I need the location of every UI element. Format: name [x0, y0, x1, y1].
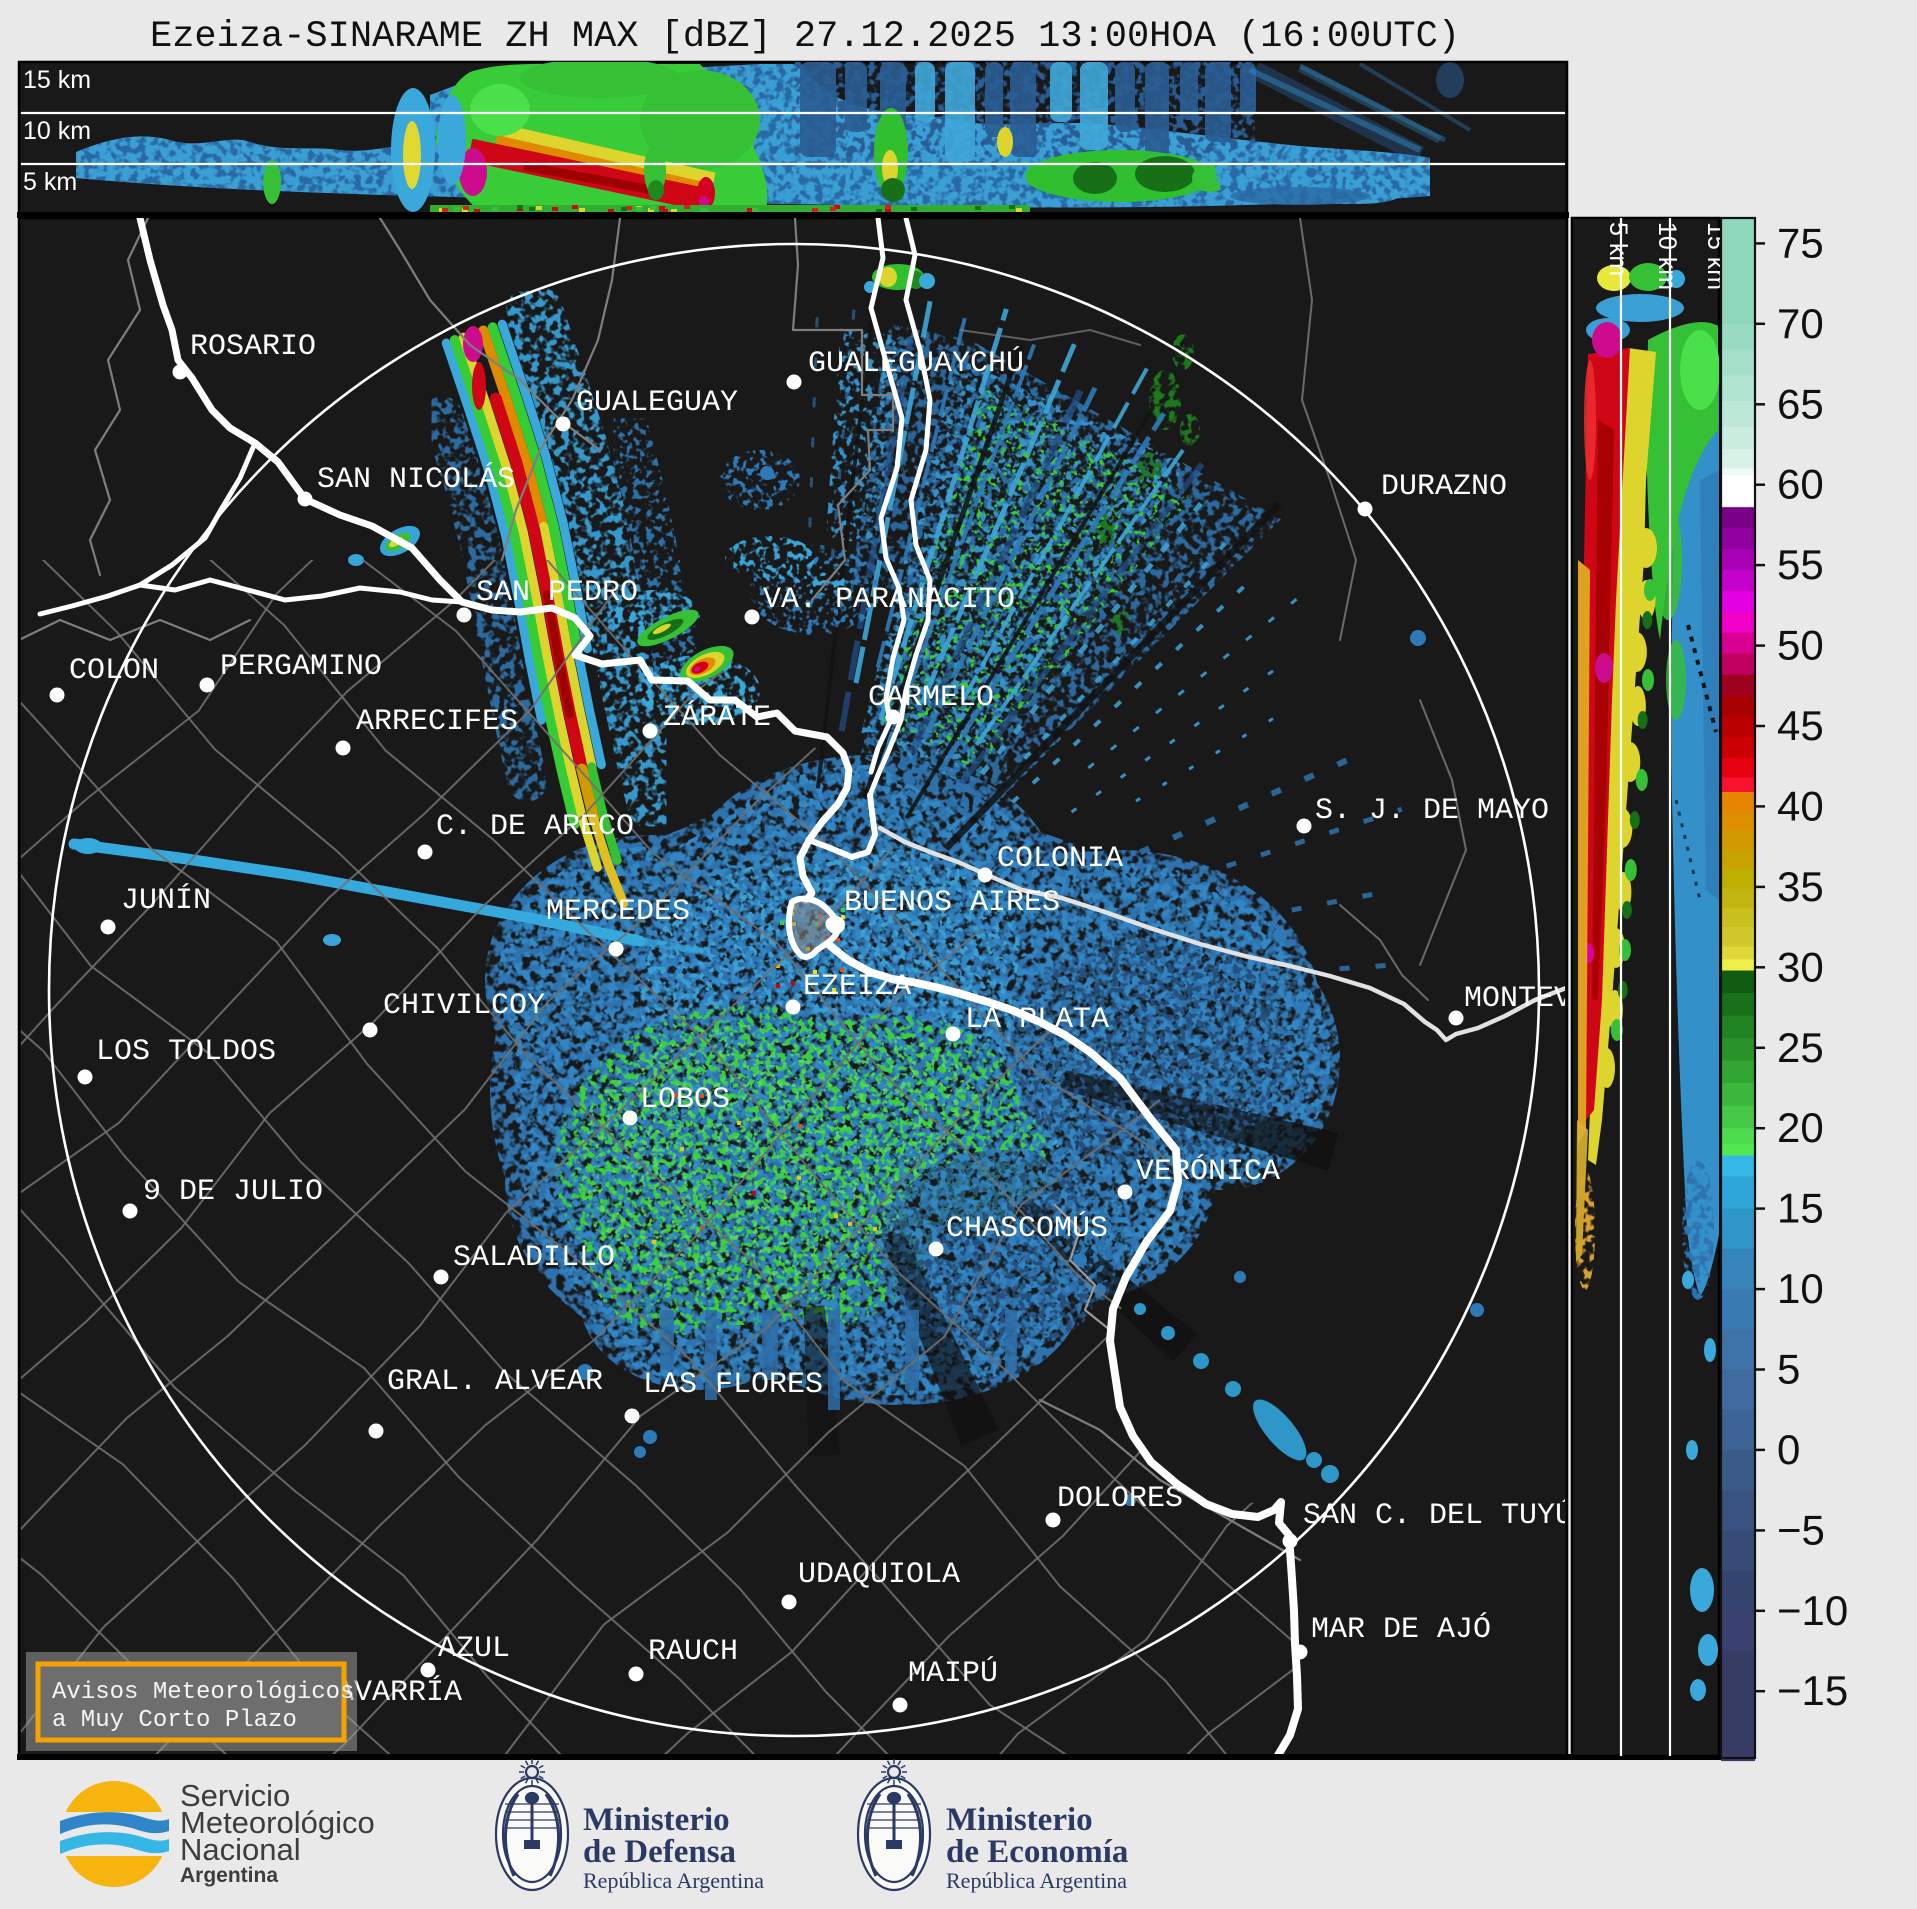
svg-text:Meteorológico: Meteorológico [180, 1805, 375, 1840]
svg-text:ARRECIFES: ARRECIFES [356, 705, 518, 739]
svg-text:DURAZNO: DURAZNO [1381, 470, 1507, 504]
svg-text:45: 45 [1777, 702, 1824, 749]
svg-text:75: 75 [1777, 219, 1824, 266]
svg-text:S. J. DE MAYO: S. J. DE MAYO [1315, 794, 1549, 828]
svg-text:Argentina: Argentina [180, 1864, 278, 1887]
svg-text:5 km: 5 km [23, 168, 77, 196]
svg-text:EZEIZA: EZEIZA [803, 970, 911, 1004]
svg-text:40: 40 [1777, 782, 1824, 829]
svg-text:LOS TOLDOS: LOS TOLDOS [96, 1035, 276, 1069]
svg-text:a Muy Corto Plazo: a Muy Corto Plazo [52, 1707, 297, 1734]
svg-text:VERÓNICA: VERÓNICA [1136, 1154, 1280, 1189]
svg-text:de Defensa: de Defensa [583, 1834, 736, 1870]
svg-text:9 DE JULIO: 9 DE JULIO [143, 1175, 323, 1209]
svg-text:BUENOS AIRES: BUENOS AIRES [844, 886, 1060, 920]
svg-text:30: 30 [1777, 943, 1824, 990]
svg-text:GUALEGUAY: GUALEGUAY [576, 386, 738, 420]
svg-text:10 km: 10 km [1653, 222, 1681, 290]
svg-text:60: 60 [1777, 461, 1824, 508]
svg-text:LOBOS: LOBOS [640, 1083, 730, 1117]
svg-text:Servicio: Servicio [180, 1778, 290, 1813]
svg-text:GRAL. ALVEAR: GRAL. ALVEAR [387, 1365, 603, 1399]
svg-text:−15: −15 [1777, 1667, 1848, 1714]
svg-text:35: 35 [1777, 863, 1824, 910]
svg-text:CARMELO: CARMELO [868, 681, 994, 715]
svg-text:Ministerio: Ministerio [583, 1802, 730, 1838]
svg-text:COLON: COLON [69, 654, 159, 688]
svg-text:CHIVILCOY: CHIVILCOY [383, 989, 545, 1023]
svg-text:RAUCH: RAUCH [648, 1635, 738, 1669]
svg-text:República Argentina: República Argentina [946, 1868, 1127, 1893]
svg-text:CHASCOMÚS: CHASCOMÚS [946, 1211, 1108, 1246]
svg-text:ROSARIO: ROSARIO [190, 330, 316, 364]
svg-text:JUNÍN: JUNÍN [121, 883, 211, 918]
svg-text:25: 25 [1777, 1024, 1824, 1071]
svg-text:55: 55 [1777, 541, 1824, 588]
svg-text:5: 5 [1777, 1346, 1800, 1393]
svg-text:70: 70 [1777, 300, 1824, 347]
svg-text:5 km: 5 km [1604, 222, 1632, 276]
svg-text:SALADILLO: SALADILLO [453, 1241, 615, 1275]
svg-text:0: 0 [1777, 1426, 1800, 1473]
svg-text:LAS FLORES: LAS FLORES [643, 1368, 823, 1402]
svg-text:UDAQUIOLA: UDAQUIOLA [798, 1558, 960, 1592]
svg-text:GUALEGUAYCHÚ: GUALEGUAYCHÚ [808, 346, 1024, 381]
svg-text:−10: −10 [1777, 1587, 1848, 1634]
svg-text:SAN C. DEL TUYÚ: SAN C. DEL TUYÚ [1303, 1498, 1573, 1533]
svg-text:MONTEVIDEO: MONTEVIDEO [1464, 982, 1644, 1016]
svg-text:10 km: 10 km [23, 117, 91, 145]
svg-text:AZUL: AZUL [438, 1632, 510, 1666]
svg-text:Ministerio: Ministerio [946, 1802, 1093, 1838]
svg-text:15: 15 [1777, 1185, 1824, 1232]
svg-text:15 km: 15 km [23, 66, 91, 94]
svg-text:−5: −5 [1777, 1506, 1825, 1553]
svg-text:Ezeiza-SINARAME ZH MAX [dBZ] 2: Ezeiza-SINARAME ZH MAX [dBZ] 27.12.2025 … [150, 16, 1460, 58]
svg-text:MERCEDES: MERCEDES [546, 895, 690, 929]
svg-text:C. DE ARECO: C. DE ARECO [436, 810, 634, 844]
svg-text:VA. PARANACITO: VA. PARANACITO [763, 583, 1015, 617]
svg-text:ZÁRATE: ZÁRATE [663, 700, 771, 735]
svg-text:SAN NICOLÁS: SAN NICOLÁS [317, 462, 515, 497]
svg-text:MAIPÚ: MAIPÚ [908, 1656, 998, 1691]
svg-text:Nacional: Nacional [180, 1832, 301, 1867]
svg-text:20: 20 [1777, 1104, 1824, 1151]
svg-text:MAR DE AJÓ: MAR DE AJÓ [1311, 1612, 1491, 1647]
svg-text:República Argentina: República Argentina [583, 1868, 764, 1893]
svg-text:LA PLATA: LA PLATA [965, 1003, 1109, 1037]
svg-text:65: 65 [1777, 380, 1824, 427]
svg-text:PERGAMINO: PERGAMINO [220, 650, 382, 684]
svg-text:SAN PEDRO: SAN PEDRO [476, 576, 638, 610]
svg-text:10: 10 [1777, 1265, 1824, 1312]
svg-text:de Economía: de Economía [946, 1834, 1128, 1870]
svg-text:50: 50 [1777, 622, 1824, 669]
svg-text:COLONIA: COLONIA [997, 842, 1123, 876]
svg-text:Avisos Meteorológicos: Avisos Meteorológicos [52, 1679, 354, 1706]
svg-text:DOLORES: DOLORES [1057, 1482, 1183, 1516]
